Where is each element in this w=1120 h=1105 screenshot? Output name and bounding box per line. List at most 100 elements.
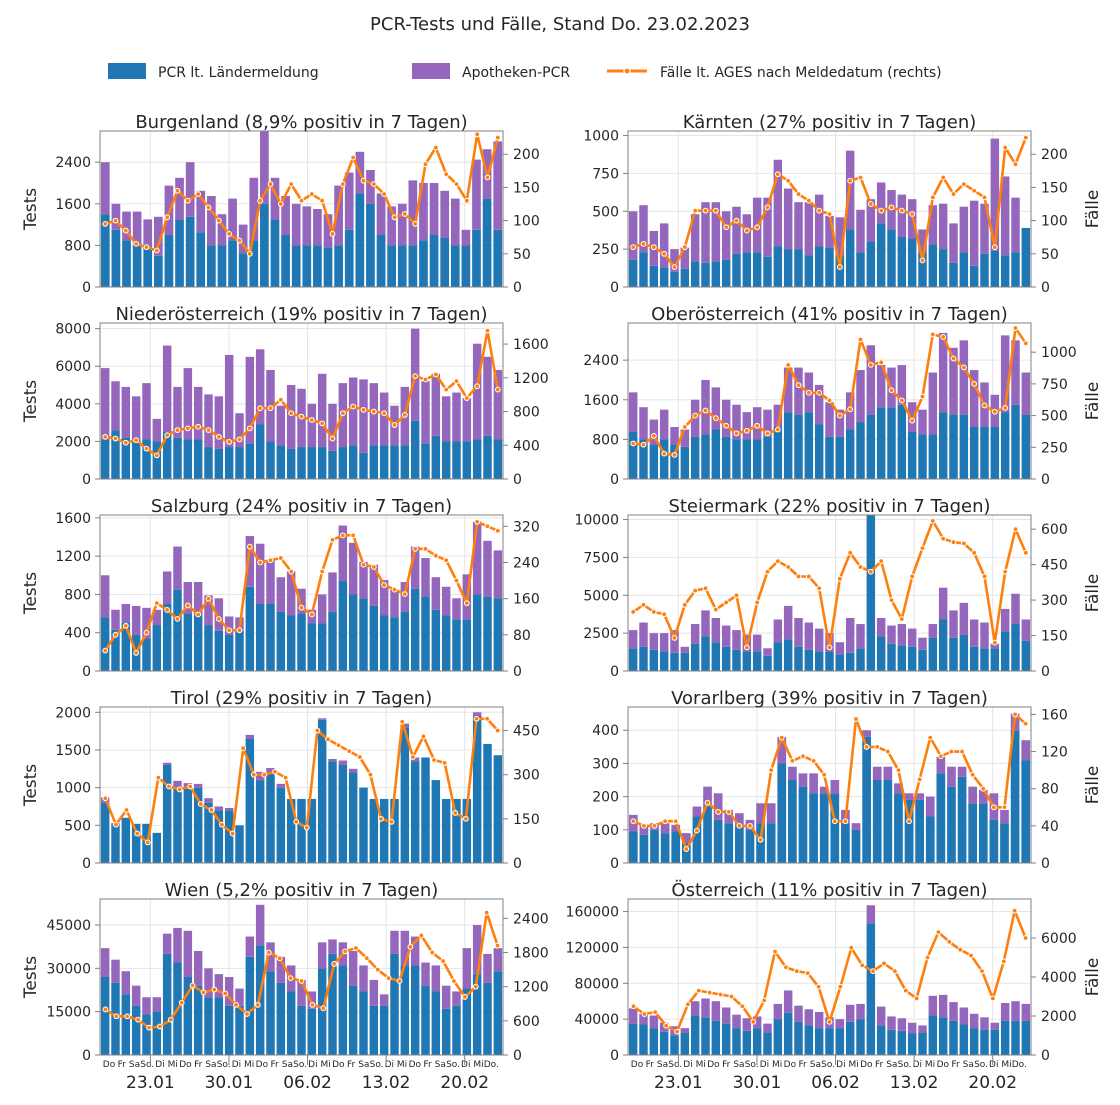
bar-pcr [650, 829, 659, 863]
bar-apotheken [711, 387, 721, 430]
bar-pcr [162, 432, 172, 479]
date-tick-label: 30.01 [733, 1073, 782, 1093]
marker-faelle [431, 757, 437, 763]
bar-apotheken [196, 190, 206, 233]
bar-pcr [410, 761, 420, 863]
bar-pcr [462, 619, 472, 671]
bar-pcr [732, 649, 741, 671]
marker-faelle [774, 426, 781, 433]
marker-faelle [298, 197, 305, 204]
panel-0: 0 800 1600 2400 0 50 100 150 200 Burgenland (8,9%… [21, 112, 540, 296]
bar-pcr [193, 787, 203, 863]
bar-apotheken [238, 224, 248, 254]
marker-faelle [971, 187, 978, 194]
bar-pcr [866, 414, 876, 479]
bar-apotheken [925, 796, 935, 817]
bar-apotheken [235, 413, 244, 448]
right-tick-label: 0 [1041, 664, 1050, 680]
bar-apotheken [742, 1018, 752, 1031]
marker-faelle [929, 194, 936, 201]
marker-faelle [339, 410, 346, 417]
bar-apotheken [245, 734, 255, 739]
bar-pcr [830, 793, 840, 863]
marker-faelle [363, 955, 370, 962]
right-tick-label: 1200 [513, 980, 549, 996]
marker-faelle [143, 629, 150, 636]
bar-pcr [1011, 252, 1020, 287]
day-tick-label: Sa [282, 1060, 293, 1070]
bar-apotheken [431, 373, 441, 436]
bar-pcr [245, 956, 255, 1055]
bar-pcr [894, 793, 903, 863]
day-tick-label: Di [308, 1060, 317, 1070]
marker-faelle [287, 975, 294, 982]
marker-faelle [702, 585, 709, 592]
left-tick-label: 200 [592, 790, 619, 806]
marker-faelle [847, 177, 854, 184]
marker-faelle [795, 382, 802, 389]
bar-apotheken [856, 1003, 865, 1020]
marker-faelle [867, 568, 874, 575]
marker-faelle [681, 601, 688, 608]
bar-apotheken [856, 370, 865, 423]
bar-apotheken [938, 587, 948, 620]
bar-pcr [845, 429, 855, 479]
bar-pcr [397, 245, 407, 287]
bar-apotheken [266, 768, 275, 773]
bar-pcr [866, 241, 876, 287]
left-tick-label: 1600 [583, 393, 619, 409]
bar-pcr [756, 823, 765, 863]
bar-pcr [281, 235, 290, 287]
bar-pcr [238, 253, 248, 287]
bar-apotheken [814, 628, 824, 652]
left-tick-label: 100 [592, 823, 619, 839]
left-tick-label: 2500 [583, 626, 619, 642]
bar-apotheken [1000, 176, 1010, 256]
bar-pcr [317, 447, 327, 479]
marker-faelle [857, 336, 864, 343]
day-tick-label: Fr [646, 1060, 655, 1070]
marker-faelle [837, 983, 844, 990]
day-tick-label: Mi [848, 1060, 858, 1070]
marker-faelle [867, 201, 874, 207]
bar-apotheken [1021, 619, 1031, 641]
bar-apotheken [628, 211, 638, 260]
bar-apotheken [245, 356, 255, 444]
marker-faelle [184, 425, 191, 432]
y2-axis-label: Fälle [1083, 382, 1103, 421]
bar-pcr [421, 443, 430, 479]
bar-apotheken [369, 564, 379, 606]
bar-apotheken [1011, 593, 1020, 625]
marker-faelle [205, 427, 212, 433]
bar-apotheken [773, 1003, 783, 1020]
day-tick-label: Mi [696, 1060, 706, 1070]
bar-pcr [639, 1024, 648, 1055]
right-tick-label: 1800 [513, 946, 549, 962]
bar-pcr [359, 991, 368, 1055]
marker-faelle [335, 742, 342, 749]
left-tick-label: 4000 [55, 397, 91, 413]
left-tick-label: 1600 [55, 197, 91, 213]
bar-apotheken [814, 384, 824, 425]
bar-pcr [376, 235, 386, 287]
marker-faelle [661, 250, 668, 257]
marker-faelle [929, 518, 936, 524]
bar-pcr [887, 1029, 896, 1055]
marker-faelle [785, 177, 792, 184]
bar-apotheken [959, 602, 969, 635]
right-tick-label: 300 [1041, 593, 1068, 609]
bar-apotheken [121, 971, 131, 995]
bar-pcr [804, 1025, 814, 1055]
bar-apotheken [224, 616, 234, 635]
bar-apotheken [773, 404, 783, 427]
bar-apotheken [938, 203, 948, 250]
bar-apotheken [255, 904, 265, 946]
marker-faelle [640, 441, 647, 448]
right-tick-label: 100 [513, 214, 540, 230]
marker-faelle [960, 364, 967, 371]
bar-apotheken [132, 211, 142, 246]
marker-faelle [671, 264, 678, 270]
bar-pcr [794, 414, 803, 479]
marker-faelle [267, 557, 274, 564]
bar-apotheken [348, 768, 358, 773]
